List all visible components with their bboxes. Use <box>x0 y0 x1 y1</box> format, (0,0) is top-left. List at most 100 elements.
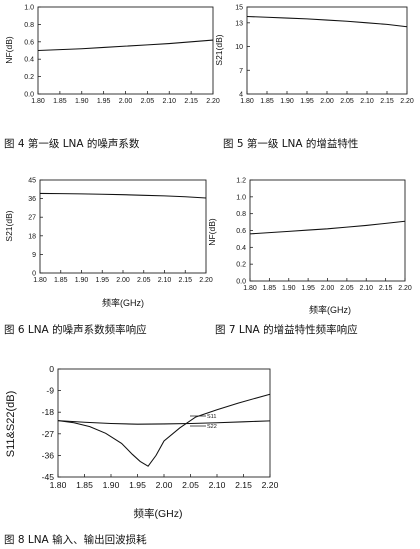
curve-marker-s22-label: S22 <box>207 424 217 430</box>
x-tick-label: 2.05 <box>141 98 155 105</box>
y-tick-label: 36 <box>28 196 36 203</box>
x-axis-label-f7: 频率(GHz) <box>309 304 351 315</box>
x-tick-label: 1.95 <box>301 285 315 292</box>
x-tick-label: 2.20 <box>398 285 412 292</box>
y-tick-label: 0.6 <box>236 228 246 235</box>
x-tick-label: 2.20 <box>199 277 213 284</box>
series-line-f6 <box>39 192 207 199</box>
x-tick-label: 2.20 <box>206 98 220 105</box>
y-tick-label: 27 <box>28 215 36 222</box>
x-tick-label: 2.20 <box>400 98 414 105</box>
x-tick-label: 1.80 <box>33 277 47 284</box>
caption-f8: 图 8 LNA 输入、输出回波损耗 <box>4 533 147 546</box>
y-tick-label: 0.2 <box>24 74 34 81</box>
y-tick-label: -9 <box>46 386 54 396</box>
x-tick-label: 2.20 <box>262 480 279 490</box>
x-tick-label: 1.80 <box>240 98 254 105</box>
x-tick-label: 1.85 <box>76 480 93 490</box>
y-tick-label: 13 <box>235 20 243 27</box>
x-tick-label: 1.85 <box>260 98 274 105</box>
y-axis-label-f8: S11&S22(dB) <box>5 391 17 457</box>
x-tick-label: 2.05 <box>340 98 354 105</box>
figure-6: S21(dB) 频率(GHz) 1.80 1.85 1.90 1.95 2.00 2.05… <box>4 178 213 309</box>
y-tick-label: 0 <box>32 271 36 278</box>
y-tick-label: 45 <box>28 178 36 185</box>
x-tick-label: 2.00 <box>116 277 130 284</box>
x-tick-label: 1.90 <box>282 285 296 292</box>
y-axis-label-f5: S21(dB) <box>214 34 224 65</box>
x-tick-label: 2.10 <box>209 480 226 490</box>
y-axis-label-f4: NF(dB) <box>4 36 14 64</box>
y-axis-label-f7: NF(dB) <box>207 218 217 246</box>
figure-7: NF(dB) 频率(GHz) 1.80 1.85 1.90 1.95 2.00 2.05 2… <box>207 178 412 316</box>
x-tick-label: 1.90 <box>75 98 89 105</box>
x-tick-label: 1.90 <box>280 98 294 105</box>
y-tick-label: 15 <box>235 5 243 12</box>
plot-frame-f4 <box>37 6 214 95</box>
y-tick-label: 10 <box>235 44 243 51</box>
y-tick-label: 0.4 <box>24 57 34 64</box>
x-tick-label: 2.10 <box>360 98 374 105</box>
y-tick-label: 0.8 <box>24 22 34 29</box>
x-tick-label: 2.05 <box>340 285 354 292</box>
x-tick-label: 2.15 <box>178 277 192 284</box>
caption-f4: 图 4 第一级 LNA 的噪声系数 <box>4 137 140 150</box>
x-tick-label: 2.15 <box>235 480 252 490</box>
x-tick-label: 1.95 <box>129 480 146 490</box>
figure-8: S11&S22(dB) 频率(GHz) 1.80 1.85 1.90 1.95 2.00… <box>5 364 279 520</box>
caption-f7: 图 7 LNA 的增益特性频率响应 <box>215 323 358 336</box>
series-line-f8-s11 <box>57 393 271 467</box>
y-tick-label: 18 <box>28 233 36 240</box>
series-line-f4 <box>37 39 214 52</box>
y-tick-label: 1.0 <box>236 194 246 201</box>
y-tick-label: 1.0 <box>24 5 34 12</box>
y-tick-label: 0 <box>49 364 54 374</box>
x-axis-label-f6: 频率(GHz) <box>102 297 144 308</box>
x-tick-label: 2.00 <box>321 285 335 292</box>
x-tick-label: 1.90 <box>75 277 89 284</box>
x-tick-label: 1.85 <box>53 98 67 105</box>
x-tick-label: 1.95 <box>97 98 111 105</box>
y-tick-label: -36 <box>42 450 55 460</box>
y-tick-label: 4 <box>239 92 243 99</box>
x-tick-label: 1.95 <box>300 98 314 105</box>
caption-f5: 图 5 第一级 LNA 的增益特性 <box>223 137 358 150</box>
x-tick-label: 1.85 <box>263 285 277 292</box>
x-tick-label: 1.80 <box>31 98 45 105</box>
series-line-f7 <box>249 220 406 235</box>
x-tick-label: 1.85 <box>54 277 68 284</box>
y-tick-label: 7 <box>239 68 243 75</box>
x-tick-label: 2.10 <box>359 285 373 292</box>
y-tick-label: 1.2 <box>236 178 246 185</box>
y-tick-label: -27 <box>42 429 55 439</box>
x-tick-label: 2.00 <box>320 98 334 105</box>
series-line-f5 <box>246 15 408 28</box>
x-tick-label: 2.10 <box>158 277 172 284</box>
figure-5: S21(dB) 1.80 1.85 1.90 1.95 2.00 2.05 2.10 2.15… <box>214 5 414 106</box>
x-tick-label: 2.10 <box>162 98 176 105</box>
y-tick-label: 0.0 <box>24 92 34 99</box>
x-tick-label: 2.05 <box>137 277 151 284</box>
plot-frame-f7 <box>249 179 406 282</box>
y-tick-label: -18 <box>42 407 55 417</box>
y-axis-label-f6: S21(dB) <box>4 210 14 241</box>
figure-4: NF(dB) 1.80 1.85 1.90 1.95 2.00 2.05 2.10 2.15 2… <box>4 5 220 106</box>
y-tick-label: 0.8 <box>236 211 246 218</box>
x-tick-label: 2.15 <box>380 98 394 105</box>
y-tick-label: 0.2 <box>236 262 246 269</box>
y-tick-label: 9 <box>32 252 36 259</box>
x-tick-label: 1.80 <box>50 480 67 490</box>
x-tick-label: 2.15 <box>184 98 198 105</box>
x-tick-label: 1.95 <box>95 277 109 284</box>
y-tick-label: 0.4 <box>236 245 246 252</box>
x-tick-label: 1.80 <box>243 285 257 292</box>
x-tick-label: 2.15 <box>379 285 393 292</box>
y-tick-label: -45 <box>42 472 55 482</box>
x-tick-label: 2.00 <box>119 98 133 105</box>
x-tick-label: 2.00 <box>156 480 173 490</box>
x-tick-label: 1.90 <box>103 480 120 490</box>
series-line-f8-s22 <box>57 420 271 425</box>
x-tick-label: 2.05 <box>182 480 199 490</box>
x-axis-label-f8: 频率(GHz) <box>134 507 183 520</box>
curve-marker-s11-label: S11 <box>207 414 216 420</box>
